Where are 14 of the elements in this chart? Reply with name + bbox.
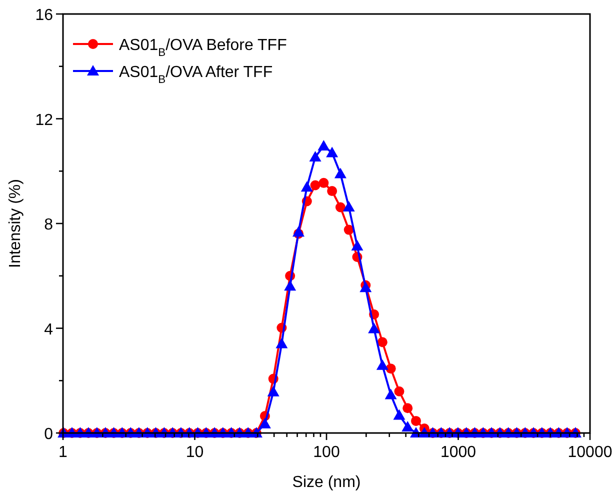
x-tick-label: 100 (313, 444, 340, 461)
legend-label: AS01$_{B}$/OVA Before TFF (119, 37, 288, 59)
y-tick-label: 12 (35, 112, 54, 129)
y-tick-label: 4 (44, 321, 54, 338)
legend-label: AS01$_{B}$/OVA After TFF (119, 64, 273, 86)
x-tick-label: 10000 (568, 444, 612, 461)
x-axis-title: Size (nm) (292, 474, 361, 491)
y-tick-label: 16 (35, 7, 54, 24)
y-axis-title: Intensity (%) (7, 179, 24, 268)
x-tick-label: 1000 (440, 444, 476, 461)
x-tick-label: 1 (58, 444, 68, 461)
y-tick-label: 0 (44, 426, 54, 443)
y-tick-label: 8 (44, 216, 54, 234)
x-tick-label: 10 (186, 444, 204, 461)
